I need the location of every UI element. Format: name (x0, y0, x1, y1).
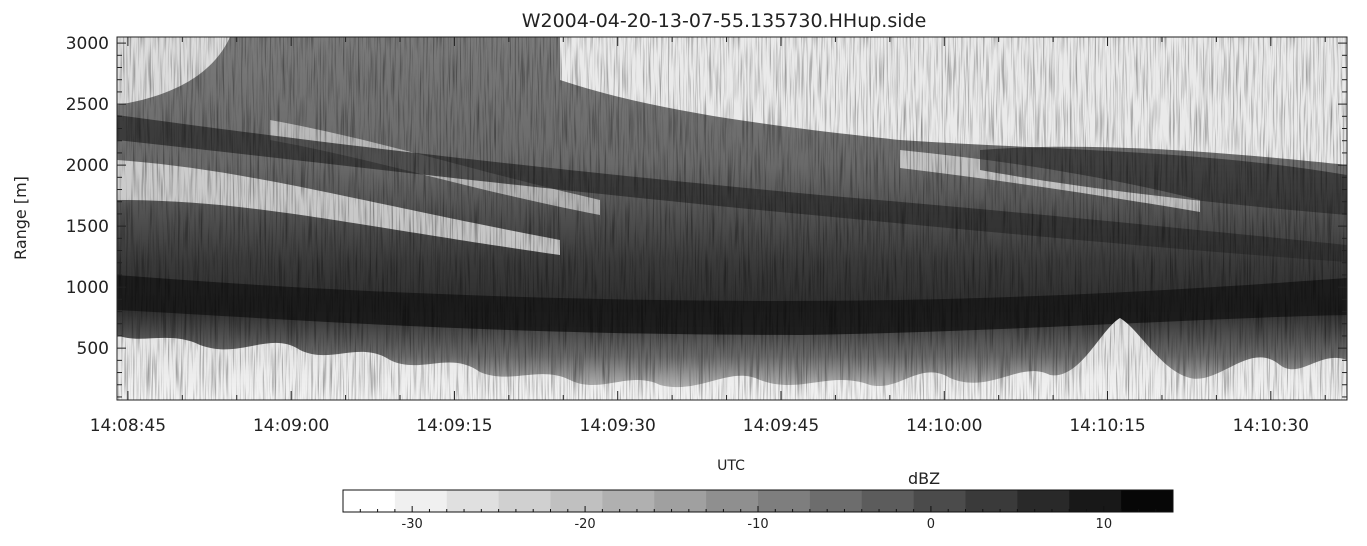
x-axis: 14:08:45 14:09:00 14:09:15 14:09:30 14:09:45… (90, 37, 1326, 436)
colorbar-level (550, 490, 603, 512)
x-tick-label: 14:09:15 (416, 416, 492, 436)
colorbar-tick-label: -20 (574, 517, 595, 532)
chart-title: W2004-04-20-13-07-55.135730.HHup.side (522, 10, 927, 32)
x-tick-label: 14:10:00 (906, 416, 982, 436)
colorbar-level (602, 490, 655, 512)
colorbar-level (861, 490, 915, 512)
x-tick-label: 14:09:45 (743, 416, 819, 436)
colorbar-level (1017, 490, 1070, 512)
y-tick-label: 1000 (66, 278, 109, 298)
colorbar-level (965, 490, 1018, 512)
x-tick-label: 14:09:30 (580, 416, 656, 436)
colorbar-tick-label: -30 (402, 517, 423, 532)
colorbar: -30 -20 -10 0 10 (342, 489, 1174, 532)
y-tick-label: 2000 (66, 156, 109, 176)
noise-overlay (117, 37, 1347, 400)
colorbar-level (758, 490, 811, 512)
y-tick-label: 500 (77, 339, 109, 359)
colorbar-level (1069, 490, 1122, 512)
y-axis: 500 1000 1500 2000 2500 3000 (66, 34, 1347, 398)
y-tick-label: 2500 (66, 95, 109, 115)
colorbar-tick-label: 10 (1096, 517, 1113, 532)
colorbar-level (809, 490, 863, 512)
colorbar-tick-label: -10 (747, 517, 768, 532)
colorbar-level (913, 490, 966, 512)
colorbar-level (706, 490, 759, 512)
colorbar-level (498, 490, 551, 512)
colorbar-label: dBZ (908, 469, 940, 488)
colorbar-level (654, 490, 707, 512)
x-axis-label: UTC (717, 458, 745, 474)
colorbar-level (343, 490, 396, 512)
x-tick-label: 14:09:00 (253, 416, 329, 436)
x-tick-label: 14:08:45 (90, 416, 166, 436)
colorbar-level (394, 490, 448, 512)
x-tick-label: 14:10:15 (1069, 416, 1145, 436)
colorbar-tick-label: 0 (927, 517, 935, 532)
colorbar-level (1121, 490, 1174, 512)
y-axis-label: Range [m] (11, 176, 30, 260)
colorbar-level (446, 490, 500, 512)
plot-area (117, 37, 1347, 400)
plot-frame (116, 36, 1348, 401)
y-tick-label: 3000 (66, 34, 109, 54)
x-tick-label: 14:10:30 (1233, 416, 1309, 436)
y-tick-label: 1500 (66, 217, 109, 237)
